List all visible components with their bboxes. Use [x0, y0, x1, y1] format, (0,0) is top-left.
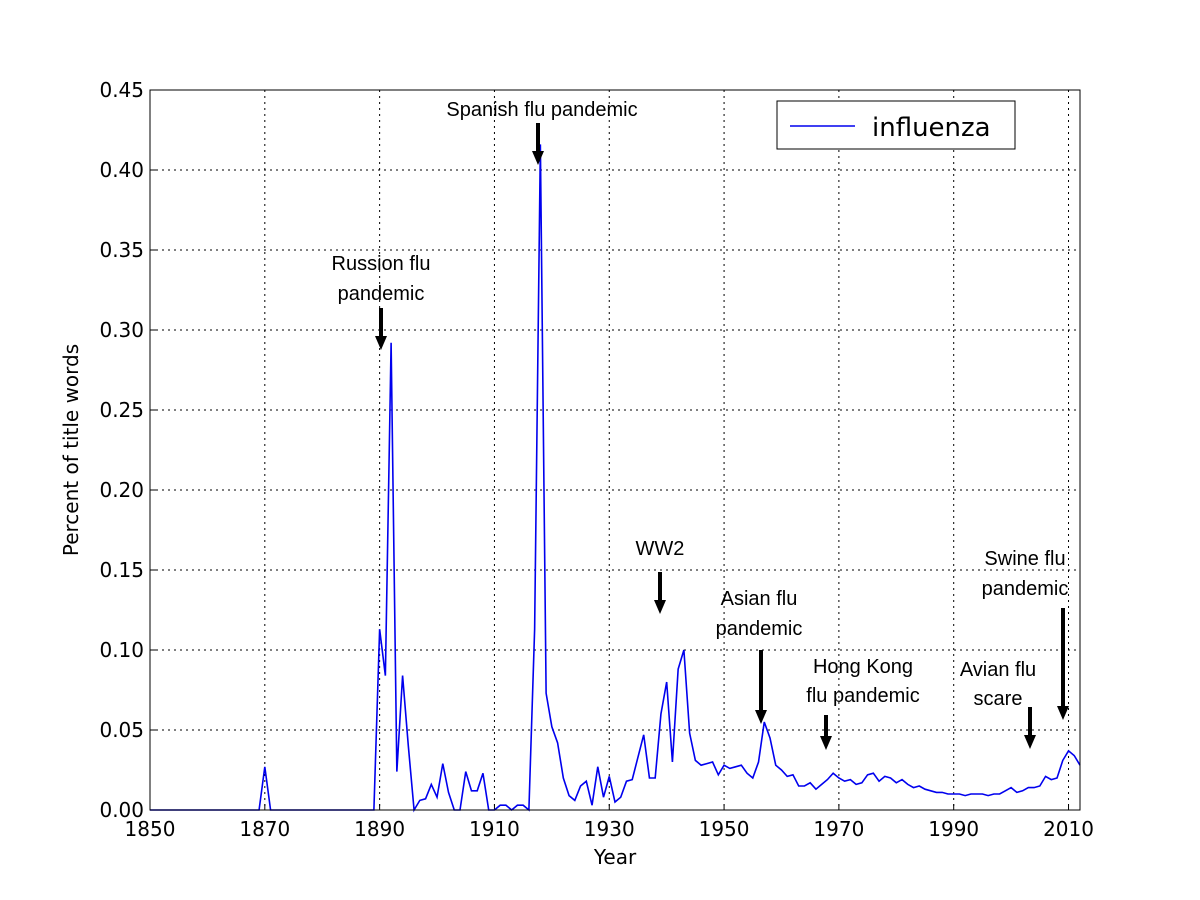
y-tick-label: 0.30: [99, 318, 144, 342]
annotation: Russion flu: [332, 253, 431, 275]
legend-label: influenza: [872, 113, 991, 143]
x-tick-label: 1870: [239, 817, 290, 841]
annotation: pandemic: [716, 618, 803, 640]
y-tick-label: 0.00: [99, 798, 144, 822]
y-tick-label: 0.10: [99, 638, 144, 662]
x-tick-label: 1910: [469, 817, 520, 841]
x-tick-label: 1850: [125, 817, 176, 841]
y-tick-label: 0.40: [99, 158, 144, 182]
annotation-arrowhead: [1024, 735, 1036, 749]
annotation-arrowhead: [654, 600, 666, 614]
plot-frame: [149, 89, 1081, 811]
annotation-arrowhead: [1057, 706, 1069, 720]
y-tick-label: 0.15: [99, 558, 144, 582]
y-tick-label: 0.05: [99, 718, 144, 742]
y-tick-label: 0.20: [99, 478, 144, 502]
annotation: WW2: [636, 538, 685, 560]
annotation: Asian flu: [721, 588, 798, 610]
annotation: pandemic: [338, 283, 425, 305]
annotation: Swine flu: [984, 548, 1065, 570]
x-tick-label: 1950: [699, 817, 750, 841]
x-tick-label: 1890: [354, 817, 405, 841]
legend-box: [776, 100, 1016, 150]
annotation: scare: [974, 688, 1023, 710]
x-tick-label: 1930: [584, 817, 635, 841]
y-tick-label: 0.35: [99, 238, 144, 262]
annotation: Hong Kong: [813, 656, 913, 678]
y-tick-label: 0.25: [99, 398, 144, 422]
y-tick-label: 0.45: [99, 78, 144, 102]
y-axis-label: Percent of title words: [59, 344, 83, 556]
x-axis-label: Year: [593, 845, 637, 869]
annotation: Avian flu: [960, 659, 1036, 681]
annotation: flu pandemic: [806, 685, 919, 707]
annotation: Spanish flu pandemic: [446, 99, 637, 121]
annotation-arrowhead: [755, 710, 767, 724]
annotation: pandemic: [982, 578, 1069, 600]
data-line: [150, 144, 1081, 813]
x-tick-label: 1990: [928, 817, 979, 841]
annotation-arrowhead: [820, 736, 832, 750]
annotation-arrowhead: [375, 336, 387, 350]
x-tick-label: 2010: [1043, 817, 1094, 841]
annotation-arrowhead: [532, 151, 544, 165]
x-tick-label: 1970: [813, 817, 864, 841]
